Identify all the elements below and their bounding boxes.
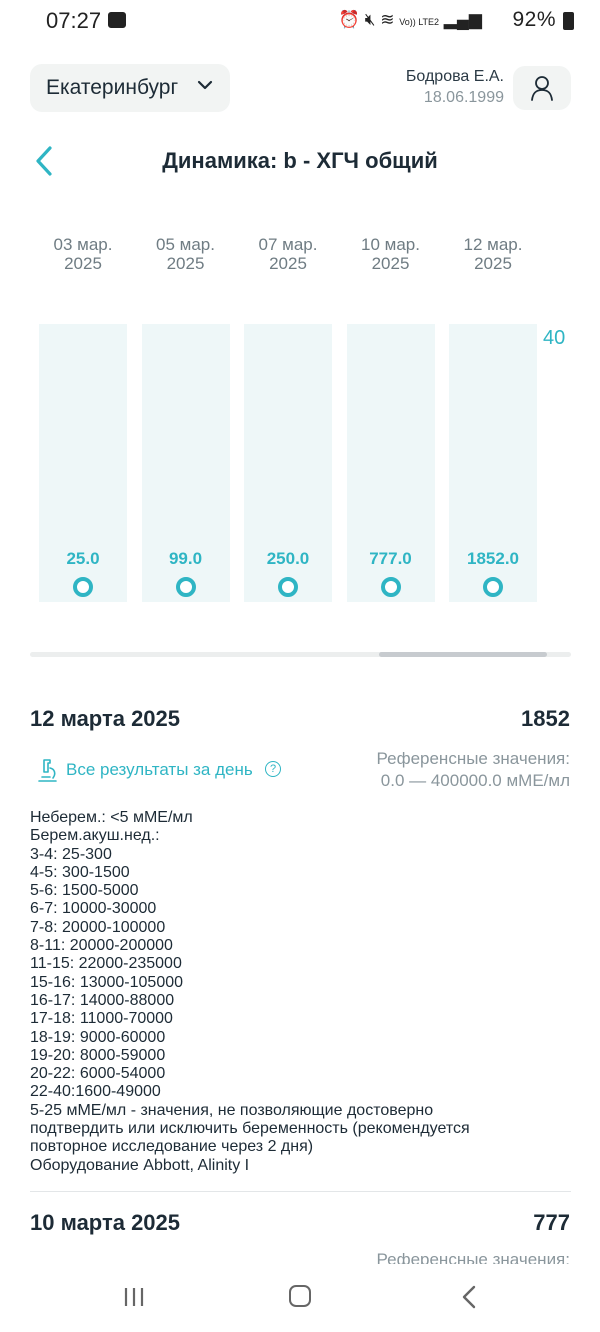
result-value: 1852 <box>521 706 570 731</box>
divider <box>30 1191 571 1192</box>
chart-date-line: 05 мар. <box>156 235 215 254</box>
chart-scroll-thumb[interactable] <box>379 652 547 657</box>
battery-icon <box>563 12 574 30</box>
note-line: 5-25 мМЕ/мл - значения, не позволяющие д… <box>30 1101 434 1119</box>
chart-point[interactable] <box>175 577 196 597</box>
reference-title: Референсные значения: <box>376 749 570 768</box>
note-line: 8-11: 20000-200000 <box>30 937 173 955</box>
note-line: подтвердить или исключить беременность (… <box>30 1120 470 1138</box>
profile-button[interactable] <box>513 66 571 110</box>
chart-value-label: 777.0 <box>369 549 412 568</box>
user-dob: 18.06.1999 <box>423 89 504 106</box>
chart-bar[interactable] <box>346 324 435 602</box>
note-line: 3-4: 25-300 <box>30 845 112 863</box>
note-line: 7-8: 20000-100000 <box>30 918 166 936</box>
note-line: Берем.акуш.нед.: <box>30 827 160 845</box>
note-line: Неберем.: <5 мМЕ/мл <box>30 809 193 826</box>
city-label: Екатеринбург <box>46 76 179 99</box>
chart-date-line: 2025 <box>474 254 512 273</box>
chart-date-line: 12 мар. <box>463 235 523 254</box>
chart-value-label: 99.0 <box>168 549 203 568</box>
recents-icon[interactable] <box>122 1286 146 1308</box>
result-notes: Неберем.: <5 мМЕ/мл Берем.акуш.нед.: 3-4: … <box>30 809 570 1175</box>
chart-point[interactable] <box>73 577 93 597</box>
photo-notification-icon <box>108 12 126 28</box>
reference-range: 0.0 — 400000.0 мМЕ/мл <box>380 771 570 790</box>
wifi-icon: ≋ <box>380 10 395 29</box>
city-selector[interactable] <box>30 64 230 112</box>
chart-date-line: 2025 <box>166 254 205 273</box>
network-label: Vo)) LTE2 <box>399 17 440 27</box>
note-line: 15-16: 13000-105000 <box>30 973 184 991</box>
result-date-2: 10 марта 2025 <box>30 1210 181 1235</box>
chart-date-label: 12 мар. 2025 <box>443 235 543 273</box>
chart-date-line: 2025 <box>269 254 307 273</box>
note-line: 19-20: 8000-59000 <box>30 1046 166 1064</box>
note-line: 6-7: 10000-30000 <box>30 900 157 918</box>
chart-bar[interactable] <box>244 324 332 602</box>
note-line: Оборудование Abbott, Alinity I <box>30 1156 250 1174</box>
note-line: 4-5: 300-1500 <box>30 863 130 881</box>
status-time: 07:27 <box>46 8 102 33</box>
mute-icon: 🔇︎ <box>364 10 376 29</box>
chart-date-line: 03 мар. <box>53 235 113 254</box>
chart-date-label: 07 мар. 2025 <box>238 235 338 273</box>
chart-date-line: 10 мар. <box>361 235 420 254</box>
chart-date-label: 05 мар. 2025 <box>136 235 236 273</box>
system-nav-bar <box>0 1264 600 1332</box>
home-icon[interactable] <box>289 1285 311 1307</box>
battery-percent: 92% <box>512 8 556 31</box>
all-results-link[interactable]: Все результаты за день <box>66 760 253 779</box>
microscope-icon[interactable] <box>36 758 58 784</box>
nav-back-icon[interactable] <box>460 1284 478 1310</box>
chart-value-label: 25.0 <box>66 549 100 568</box>
status-icons: ⏰ 🔇︎ ≋ Vo)) LTE2 ▂▄▆ <box>339 10 482 30</box>
chart-point[interactable] <box>483 577 503 597</box>
chart-bar[interactable] <box>39 324 127 602</box>
user-icon <box>531 76 553 101</box>
chart-bar[interactable] <box>449 324 537 602</box>
result-value-2: 777 <box>533 1210 570 1235</box>
note-line: 20-22: 6000-54000 <box>30 1065 166 1083</box>
help-icon[interactable]: ? <box>265 761 281 777</box>
chart-value-label: 1852.0 <box>467 549 519 568</box>
axis-max-label: 40 <box>543 327 566 349</box>
note-line: 17-18: 11000-70000 <box>30 1010 173 1028</box>
alarm-icon: ⏰ <box>338 10 361 29</box>
note-line: 22-40:1600-49000 <box>30 1083 161 1101</box>
note-line: 5-6: 1500-5000 <box>30 882 139 900</box>
note-line: 18-19: 9000-60000 <box>30 1028 166 1046</box>
signal-icon: ▂▄▆ <box>443 10 482 29</box>
user-name: Бодрова Е.А. <box>405 68 504 85</box>
chevron-down-icon <box>197 80 213 90</box>
chart-date-label: 10 мар. 2025 <box>341 235 441 273</box>
chart-point[interactable] <box>380 577 401 597</box>
note-line: 16-17: 14000-88000 <box>30 991 175 1009</box>
note-line: повторное исследование через 2 дня) <box>30 1138 314 1156</box>
result-date: 12 марта 2025 <box>30 706 181 731</box>
chart-point[interactable] <box>278 577 298 597</box>
reference-title-2: Референсные значения: <box>376 1250 570 1264</box>
back-arrow-icon[interactable] <box>30 144 60 178</box>
chart-bar[interactable] <box>141 324 230 602</box>
chart-date-line: 2025 <box>64 254 102 273</box>
page-title: Динамика: b - ХГЧ общий <box>162 148 438 173</box>
chart-value-label: 250.0 <box>266 549 310 568</box>
chart-date-line: 07 мар. <box>258 235 318 254</box>
chart-date-line: 2025 <box>371 254 410 273</box>
chart-scroll-track[interactable] <box>30 652 571 657</box>
chart-date-label: 03 мар. 2025 <box>33 235 133 273</box>
note-line: 11-15: 22000-235000 <box>30 955 182 973</box>
